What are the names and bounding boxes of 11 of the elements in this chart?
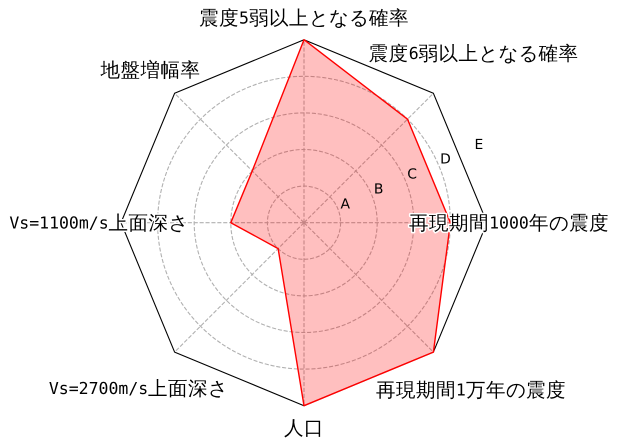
- spoke-label: Vs=2700m/s上面深さ: [48, 376, 228, 400]
- spoke-label: 人口: [284, 416, 324, 440]
- spoke-label: 地盤増幅率: [100, 58, 201, 81]
- y-tick-label: B: [374, 181, 384, 198]
- spoke-label: 震度5弱以上となる確率: [199, 6, 409, 30]
- y-tick-label: C: [407, 166, 417, 183]
- spoke-label: 再現期間1万年の震度: [376, 378, 566, 402]
- y-tick-label: E: [474, 136, 484, 153]
- y-tick-label: A: [340, 196, 350, 212]
- y-tick-label: D: [440, 152, 451, 168]
- spoke-label: 震度6弱以上となる確率: [368, 41, 579, 64]
